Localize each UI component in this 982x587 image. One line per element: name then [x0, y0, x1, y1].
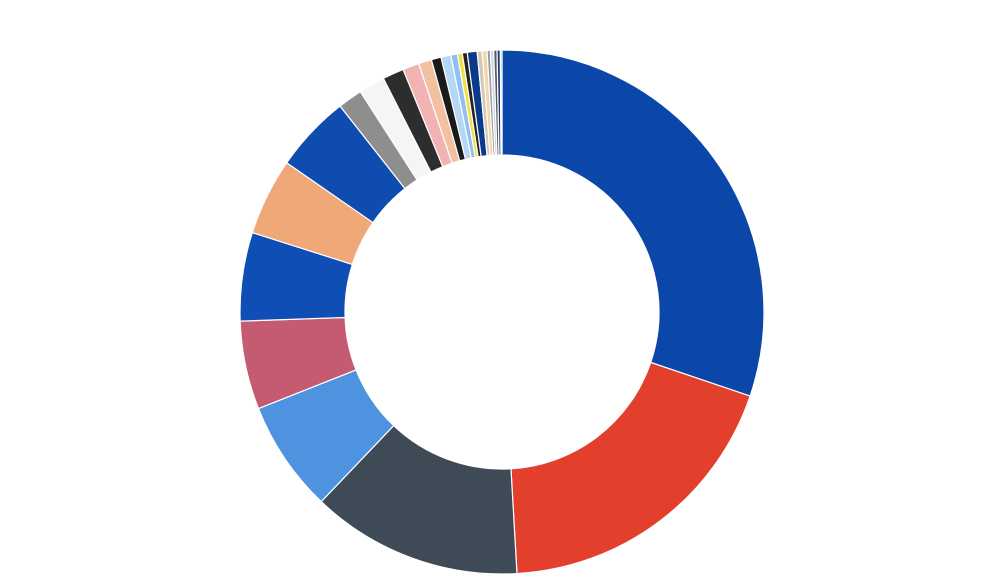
donut-slice-26 — [499, 49, 503, 156]
donut-slice-1 — [501, 49, 765, 397]
donut-slice-2 — [510, 361, 751, 575]
